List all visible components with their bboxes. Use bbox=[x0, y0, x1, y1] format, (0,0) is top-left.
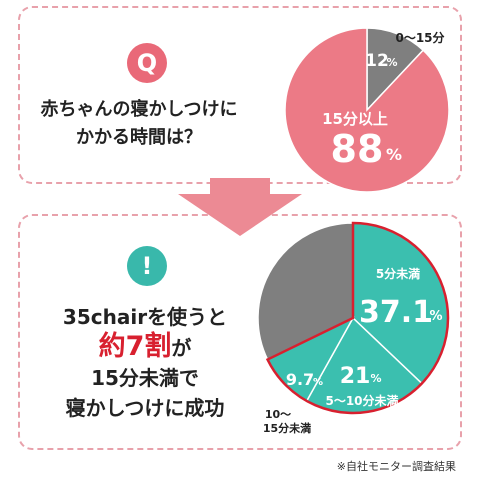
result-line-1: 35chairを使うと bbox=[62, 305, 228, 329]
category-label-bottom-0: 5分未満 bbox=[376, 266, 420, 281]
slice-top-0 bbox=[366, 27, 425, 112]
value-label-bottom-2: 9.7 bbox=[286, 370, 314, 389]
down-arrow-icon bbox=[178, 178, 302, 236]
category-label-bottom-2-line-1: 10〜 bbox=[265, 408, 291, 421]
highlight-outline bbox=[265, 221, 450, 415]
slice-bottom-3 bbox=[257, 222, 354, 361]
category-label-top-0: 0〜15分 bbox=[395, 30, 444, 45]
category-label-bottom-2-line-2: 15分未満 bbox=[263, 421, 311, 435]
result-text: 35chairを使うと 約7割が 15分未満で 寝かしつけに成功 bbox=[20, 302, 270, 423]
result-line-4: 寝かしつけに成功 bbox=[65, 396, 225, 420]
category-label-bottom-1: 5〜10分未満 bbox=[325, 393, 398, 408]
result-particle: が bbox=[171, 336, 192, 360]
unit-label-bottom-0: % bbox=[429, 309, 442, 324]
question-line-1: 赤ちゃんの寝かしつけに bbox=[40, 99, 238, 120]
unit-label-top-0: % bbox=[386, 56, 397, 69]
q-badge: Q bbox=[127, 43, 167, 83]
category-label-top-1: 15分以上 bbox=[322, 110, 388, 128]
value-label-top-0: 12 bbox=[365, 51, 389, 71]
slice-top-1 bbox=[284, 27, 450, 193]
value-label-bottom-0: 37.1 bbox=[359, 295, 433, 330]
value-label-bottom-1: 21 bbox=[340, 364, 371, 389]
unit-label-bottom-1: % bbox=[370, 372, 381, 385]
footnote: ※自社モニター調査結果 bbox=[336, 460, 456, 473]
unit-label-bottom-2: % bbox=[313, 377, 323, 388]
result-highlight: 約7割 bbox=[98, 331, 172, 362]
question-line-2: かかる時間は？ bbox=[76, 127, 202, 148]
value-label-top-1: 88 bbox=[331, 127, 384, 171]
exclamation-badge: ! bbox=[127, 246, 167, 286]
question-text: 赤ちゃんの寝かしつけに かかる時間は？ bbox=[28, 96, 250, 152]
result-line-3: 15分未満で bbox=[91, 366, 199, 390]
unit-label-top-1: % bbox=[386, 145, 402, 164]
